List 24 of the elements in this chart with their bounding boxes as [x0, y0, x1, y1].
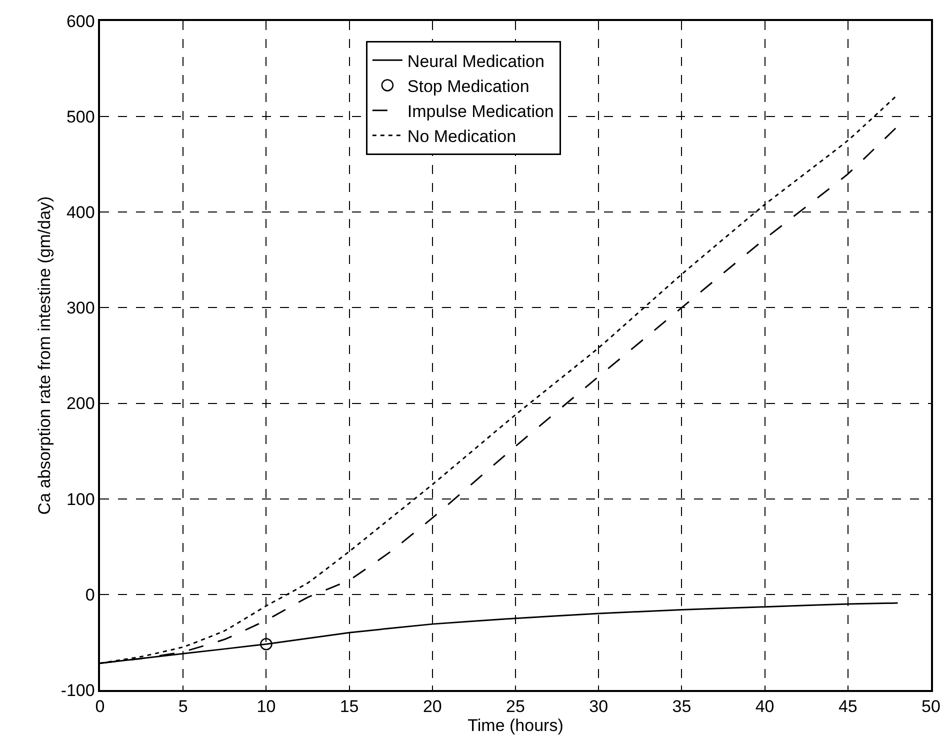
x-tick-label: 10: [256, 697, 276, 716]
y-tick-label: 600: [66, 12, 95, 31]
x-tick-label: 25: [506, 697, 525, 716]
y-tick-label: 0: [85, 585, 95, 604]
y-axis-title: Ca absorption rate from intestine (gm/day): [34, 196, 54, 515]
y-tick-label: 100: [66, 490, 95, 509]
x-tick-label: 50: [922, 697, 940, 716]
x-tick-label: 30: [589, 697, 608, 716]
y-tick-label: 400: [66, 203, 95, 222]
x-tick-label: 20: [422, 697, 442, 716]
x-tick-label: 45: [838, 697, 858, 716]
y-tick-label: 500: [66, 108, 95, 127]
x-tick-label: 40: [755, 697, 774, 716]
x-tick-label: 15: [340, 697, 359, 716]
legend-label: Stop Medication: [407, 76, 530, 96]
y-tick-label: 200: [66, 394, 95, 414]
legend-label: Neural Medication: [407, 52, 544, 71]
x-tick-label: 5: [178, 697, 188, 716]
y-tick-label: -100: [60, 680, 95, 700]
legend-label: Impulse Medication: [407, 102, 554, 121]
x-axis-title: Time (hours): [468, 716, 564, 736]
legend-label: No Medication: [407, 127, 516, 146]
x-tick-label: 35: [672, 697, 692, 716]
y-tick-label: 300: [66, 298, 95, 318]
